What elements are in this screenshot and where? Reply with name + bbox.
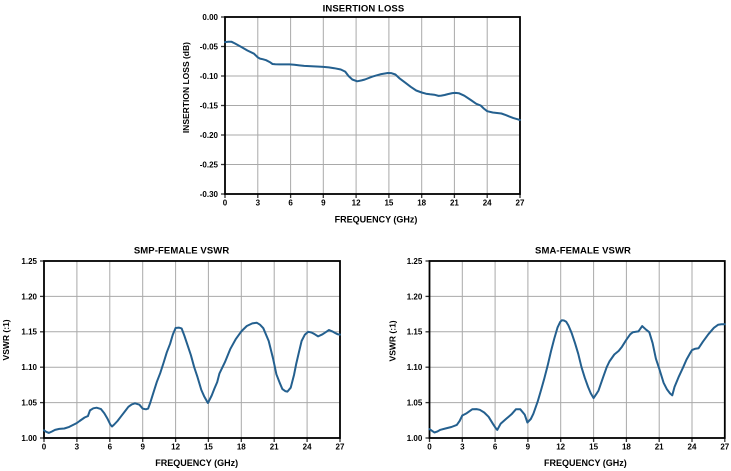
svg-text:VSWR (:1): VSWR (:1) <box>387 320 397 361</box>
svg-text:INSERTION LOSS: INSERTION LOSS <box>323 4 405 15</box>
svg-text:6: 6 <box>288 199 293 208</box>
svg-text:18: 18 <box>622 443 631 452</box>
svg-text:-0.30: -0.30 <box>200 190 219 199</box>
svg-text:-0.15: -0.15 <box>200 101 219 110</box>
svg-text:12: 12 <box>352 199 361 208</box>
svg-text:SMP-FEMALE VSWR: SMP-FEMALE VSWR <box>134 245 229 256</box>
svg-text:15: 15 <box>589 443 598 452</box>
svg-text:15: 15 <box>384 199 393 208</box>
svg-text:FREQUENCY (GHz): FREQUENCY (GHz) <box>544 458 627 468</box>
svg-text:21: 21 <box>655 443 664 452</box>
svg-text:3: 3 <box>460 443 465 452</box>
svg-text:1.15: 1.15 <box>407 328 423 337</box>
svg-text:1.05: 1.05 <box>407 399 423 408</box>
svg-text:24: 24 <box>483 199 492 208</box>
svg-text:9: 9 <box>140 443 145 452</box>
svg-text:3: 3 <box>256 199 261 208</box>
svg-text:1.25: 1.25 <box>407 257 423 266</box>
svg-text:-0.20: -0.20 <box>200 131 219 140</box>
svg-text:-0.10: -0.10 <box>200 72 219 81</box>
svg-text:12: 12 <box>556 443 565 452</box>
svg-text:27: 27 <box>336 443 345 452</box>
svg-text:SMA-FEMALE VSWR: SMA-FEMALE VSWR <box>535 245 631 256</box>
svg-text:1.10: 1.10 <box>21 363 37 372</box>
svg-text:0: 0 <box>427 443 432 452</box>
svg-text:VSWR (:1): VSWR (:1) <box>1 319 11 360</box>
svg-text:0.00: 0.00 <box>202 13 218 22</box>
svg-text:-0.25: -0.25 <box>200 160 219 169</box>
svg-text:FREQUENCY (GHz): FREQUENCY (GHz) <box>335 214 418 224</box>
svg-text:21: 21 <box>270 443 279 452</box>
svg-text:27: 27 <box>516 199 525 208</box>
svg-text:1.20: 1.20 <box>407 292 423 301</box>
svg-text:3: 3 <box>75 443 80 452</box>
svg-text:9: 9 <box>321 199 326 208</box>
svg-text:9: 9 <box>526 443 531 452</box>
svg-text:FREQUENCY (GHz): FREQUENCY (GHz) <box>155 458 238 468</box>
svg-text:24: 24 <box>303 443 312 452</box>
svg-text:-0.05: -0.05 <box>200 42 219 51</box>
svg-text:6: 6 <box>493 443 498 452</box>
svg-text:1.25: 1.25 <box>21 257 37 266</box>
svg-text:1.15: 1.15 <box>21 328 37 337</box>
svg-text:0: 0 <box>223 199 228 208</box>
svg-text:1.20: 1.20 <box>21 292 37 301</box>
svg-text:1.00: 1.00 <box>407 434 423 443</box>
svg-text:0: 0 <box>42 443 47 452</box>
svg-text:18: 18 <box>417 199 426 208</box>
svg-text:12: 12 <box>171 443 180 452</box>
svg-text:24: 24 <box>688 443 697 452</box>
svg-text:1.00: 1.00 <box>21 434 37 443</box>
svg-text:27: 27 <box>720 443 729 452</box>
svg-text:6: 6 <box>108 443 113 452</box>
svg-text:18: 18 <box>237 443 246 452</box>
svg-text:1.10: 1.10 <box>407 363 423 372</box>
svg-text:1.05: 1.05 <box>21 399 37 408</box>
svg-text:15: 15 <box>204 443 213 452</box>
svg-text:INSERTION LOSS (dB): INSERTION LOSS (dB) <box>181 42 191 133</box>
svg-text:21: 21 <box>450 199 459 208</box>
